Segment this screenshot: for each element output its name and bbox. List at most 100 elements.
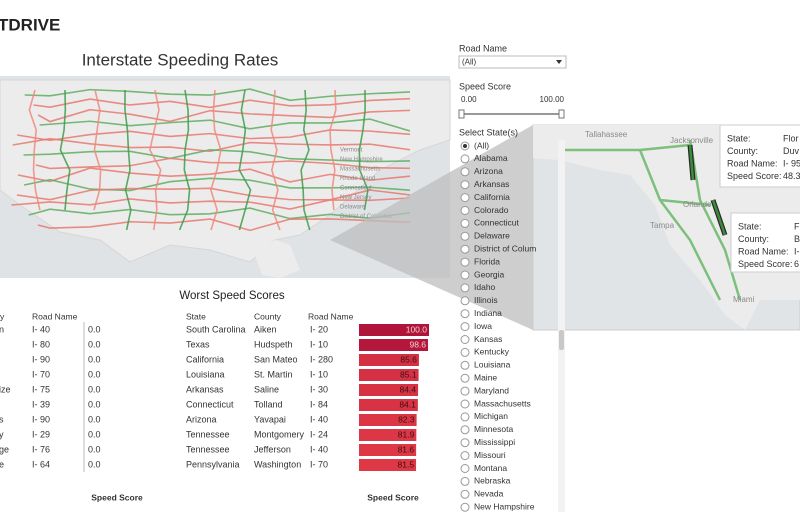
state-option[interactable]: Illinois bbox=[474, 295, 498, 305]
radio[interactable] bbox=[460, 244, 470, 254]
tooltip-key: Speed Score: bbox=[727, 171, 782, 181]
state-option[interactable]: Georgia bbox=[474, 269, 505, 279]
score-label: 81.5 bbox=[398, 459, 415, 469]
zoom-label: Orlando bbox=[683, 200, 712, 209]
radio[interactable] bbox=[460, 257, 470, 267]
radio[interactable] bbox=[460, 167, 470, 177]
state-option[interactable]: Maryland bbox=[474, 385, 509, 395]
filter-label: Select State(s) bbox=[459, 127, 518, 137]
state-option[interactable]: Mississippi bbox=[474, 437, 515, 447]
filter-label: Speed Score bbox=[459, 81, 511, 91]
slider-handle[interactable] bbox=[458, 109, 465, 119]
radio[interactable] bbox=[460, 464, 470, 473]
state-option[interactable]: Nevada bbox=[474, 489, 504, 499]
state-option[interactable]: New Hampshire bbox=[474, 501, 535, 511]
radio[interactable] bbox=[460, 476, 470, 486]
radio[interactable] bbox=[460, 502, 470, 512]
radio[interactable] bbox=[460, 231, 470, 241]
road bbox=[39, 118, 411, 132]
score-bar bbox=[359, 339, 429, 351]
state-option[interactable]: Minnesota bbox=[474, 424, 513, 434]
road bbox=[17, 129, 411, 142]
radio[interactable] bbox=[460, 193, 470, 203]
map-label: New Jersey bbox=[340, 195, 371, 201]
state-option[interactable]: Arkansas bbox=[474, 179, 509, 189]
radio[interactable] bbox=[460, 347, 470, 357]
state-option[interactable]: Colorado bbox=[474, 205, 509, 215]
radio[interactable] bbox=[460, 270, 470, 280]
state-option[interactable]: (All) bbox=[474, 140, 489, 150]
state-option[interactable]: Kansas bbox=[474, 334, 502, 344]
state-option[interactable]: Michigan bbox=[474, 411, 508, 421]
radio[interactable] bbox=[460, 425, 470, 435]
radio[interactable] bbox=[460, 489, 470, 499]
radio[interactable] bbox=[460, 206, 470, 215]
table-cell: Hudspeth bbox=[254, 339, 293, 349]
state-option[interactable]: Connecticut bbox=[474, 218, 520, 228]
radio[interactable] bbox=[460, 412, 470, 422]
state-option[interactable]: Arizona bbox=[474, 166, 503, 176]
score-bar bbox=[359, 414, 417, 426]
radio[interactable] bbox=[460, 451, 470, 461]
score-bar bbox=[359, 354, 419, 366]
table-cell: Yavapai bbox=[254, 414, 286, 424]
road bbox=[238, 89, 252, 231]
score-bar bbox=[359, 444, 417, 456]
state-option[interactable]: Iowa bbox=[474, 321, 492, 331]
score-bar bbox=[359, 369, 419, 381]
dashboard-title: Interstate Speeding Rates bbox=[82, 50, 279, 69]
tooltip-value: I- 95 bbox=[783, 158, 800, 168]
dropdown[interactable] bbox=[458, 55, 567, 69]
radio[interactable] bbox=[460, 154, 470, 164]
radio[interactable] bbox=[460, 218, 470, 228]
map-label: Massachusetts bbox=[340, 167, 380, 173]
road bbox=[23, 149, 411, 163]
radio[interactable] bbox=[460, 438, 470, 448]
state-option[interactable]: Missouri bbox=[474, 450, 506, 460]
state-option[interactable]: Indiana bbox=[474, 308, 502, 318]
tooltip-value: F bbox=[794, 221, 800, 231]
state-option[interactable]: Florida bbox=[474, 256, 500, 266]
radio[interactable] bbox=[460, 386, 470, 396]
state-option[interactable]: Maine bbox=[474, 372, 497, 382]
map-roads: Vermont New Hampshire Massachusetts Rhode I… bbox=[11, 88, 411, 232]
table-cell: I- 64 bbox=[32, 459, 50, 469]
state-option[interactable]: Idaho bbox=[474, 282, 496, 292]
score-label: 84.1 bbox=[399, 399, 416, 409]
state-option[interactable]: Nebraska bbox=[474, 476, 511, 486]
state-option[interactable]: District of Colum bbox=[474, 243, 536, 253]
radio[interactable] bbox=[460, 373, 470, 383]
table-cell: I- 20 bbox=[310, 324, 328, 334]
table-cell: Washington bbox=[254, 459, 301, 469]
scrollbar-thumb[interactable] bbox=[559, 330, 564, 350]
column-header: y bbox=[0, 311, 5, 321]
table-cell: Aiken bbox=[254, 324, 277, 334]
radio[interactable] bbox=[460, 283, 470, 293]
table-cell: I- 90 bbox=[32, 354, 50, 364]
slider-handle[interactable] bbox=[558, 109, 565, 119]
road bbox=[300, 89, 311, 231]
road bbox=[11, 197, 411, 210]
radio[interactable] bbox=[460, 309, 470, 319]
radio[interactable] bbox=[460, 180, 470, 190]
axis-label: Speed Score bbox=[367, 492, 419, 502]
radio[interactable] bbox=[460, 360, 470, 370]
state-option[interactable]: Kentucky bbox=[474, 347, 510, 357]
zoom-label: Miami bbox=[733, 295, 755, 304]
state-option[interactable]: Louisiana bbox=[474, 360, 511, 370]
state-option[interactable]: Montana bbox=[474, 463, 507, 473]
state-option[interactable]: Alabama bbox=[474, 153, 508, 163]
state-option[interactable]: Delaware bbox=[474, 231, 510, 241]
radio[interactable] bbox=[460, 296, 470, 306]
table-cell: I- 10 bbox=[310, 339, 328, 349]
score-bar bbox=[359, 429, 417, 441]
radio[interactable] bbox=[460, 399, 470, 409]
zoom-selected-road bbox=[688, 144, 727, 236]
radio[interactable] bbox=[460, 335, 470, 344]
table-cell: I- 280 bbox=[310, 354, 333, 364]
table-cell: Tennessee bbox=[186, 444, 230, 454]
radio[interactable] bbox=[460, 322, 470, 332]
tooltip-key: County: bbox=[727, 146, 758, 156]
state-option[interactable]: California bbox=[474, 192, 510, 202]
state-option[interactable]: Massachusetts bbox=[474, 398, 531, 408]
